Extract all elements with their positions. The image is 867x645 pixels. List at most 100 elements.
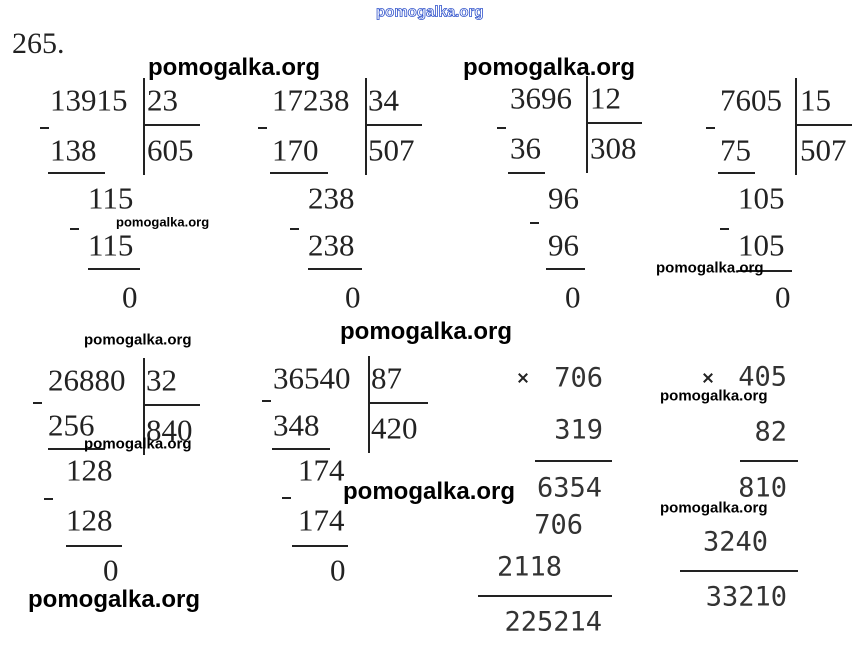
step: 238 — [308, 180, 355, 216]
quotient-line — [143, 124, 200, 126]
quotient-line — [586, 122, 642, 124]
step: 238 — [308, 227, 355, 263]
division-bar — [143, 358, 145, 455]
step: 105 — [738, 227, 785, 263]
step: 170 — [272, 132, 319, 168]
watermark: pomogalka.org — [660, 499, 768, 517]
divisor: 15 — [800, 82, 831, 118]
dividend: 3696 — [510, 80, 572, 116]
watermark: pomogalka.org — [84, 435, 192, 453]
quotient: 507 — [800, 132, 847, 168]
quotient-line — [143, 404, 200, 406]
subtraction-line — [546, 268, 585, 270]
product: 225214 — [504, 606, 602, 638]
division-bar — [368, 356, 370, 453]
quotient-line — [365, 124, 422, 126]
step: 174 — [298, 502, 345, 538]
watermark: pomogalka.org — [84, 331, 192, 349]
site-header: pomogalka.org — [376, 3, 484, 21]
step: 0 — [103, 552, 119, 588]
multiplicand: 405 — [738, 361, 787, 393]
watermark: pomogalka.org — [116, 214, 210, 230]
product: 33210 — [705, 581, 787, 613]
watermark: pomogalka.org — [660, 387, 768, 405]
minus-sign — [706, 127, 715, 129]
product-line — [535, 460, 612, 462]
minus-sign — [40, 127, 49, 129]
product-line — [478, 595, 612, 597]
divisor: 32 — [146, 362, 177, 398]
minus-sign — [258, 127, 267, 129]
problem-number: 265. — [12, 27, 65, 60]
step: 348 — [273, 407, 320, 443]
minus-sign — [720, 228, 729, 230]
division-bar — [795, 78, 797, 175]
subtraction-line — [48, 172, 105, 174]
step: 0 — [122, 279, 138, 315]
multiplier: 319 — [554, 414, 603, 446]
product-line — [680, 570, 798, 572]
step: 115 — [88, 227, 134, 263]
subtraction-line — [308, 268, 362, 270]
step: 256 — [48, 407, 95, 443]
subtraction-line — [718, 172, 755, 174]
subtraction-line — [272, 448, 330, 450]
dividend: 7605 — [720, 82, 782, 118]
quotient-line — [368, 402, 428, 404]
subtraction-line — [292, 545, 348, 547]
multiplicand: 706 — [554, 362, 603, 394]
division-bar — [143, 78, 145, 175]
step: 96 — [548, 180, 579, 216]
minus-sign — [497, 127, 506, 129]
step: 105 — [738, 180, 785, 216]
dividend: 13915 — [50, 82, 128, 118]
step: 0 — [345, 279, 361, 315]
step: 128 — [66, 452, 113, 488]
dividend: 26880 — [48, 362, 126, 398]
minus-sign — [70, 228, 79, 230]
partial-product: 706 — [534, 509, 583, 541]
multiplier: 82 — [754, 416, 787, 448]
step: 0 — [565, 279, 581, 315]
step: 115 — [88, 180, 134, 216]
step: 96 — [548, 227, 579, 263]
watermark: pomogalka.org — [463, 54, 636, 81]
dividend: 36540 — [273, 360, 351, 396]
watermark: pomogalka.org — [340, 318, 513, 345]
dividend: 17238 — [272, 82, 350, 118]
quotient: 605 — [147, 132, 194, 168]
subtraction-line — [48, 448, 105, 450]
minus-sign — [282, 497, 291, 499]
subtraction-line — [508, 172, 545, 174]
watermark: pomogalka.org — [656, 259, 764, 277]
quotient: 420 — [371, 410, 418, 446]
quotient: 507 — [368, 132, 415, 168]
step: 0 — [330, 552, 346, 588]
watermark: pomogalka.org — [148, 54, 321, 81]
minus-sign — [262, 400, 271, 402]
partial-product: 6354 — [536, 472, 602, 504]
step: 174 — [298, 452, 345, 488]
watermark: pomogalka.org — [28, 586, 201, 613]
partial-product: 810 — [738, 472, 787, 504]
step: 128 — [66, 502, 113, 538]
product-line — [740, 460, 798, 462]
step: 0 — [775, 279, 791, 315]
subtraction-line — [738, 270, 792, 272]
divisor: 87 — [371, 360, 402, 396]
step: 36 — [510, 130, 541, 166]
quotient: 308 — [590, 130, 637, 166]
partial-product: 2118 — [496, 551, 562, 583]
subtraction-line — [270, 172, 328, 174]
division-bar — [365, 78, 367, 175]
minus-sign — [290, 228, 299, 230]
division-bar — [586, 76, 588, 173]
divisor: 23 — [147, 82, 178, 118]
step: 138 — [50, 132, 97, 168]
step: 75 — [720, 132, 751, 168]
subtraction-line — [66, 545, 122, 547]
subtraction-line — [88, 268, 140, 270]
minus-sign — [44, 498, 53, 500]
watermark: pomogalka.org — [343, 478, 516, 505]
